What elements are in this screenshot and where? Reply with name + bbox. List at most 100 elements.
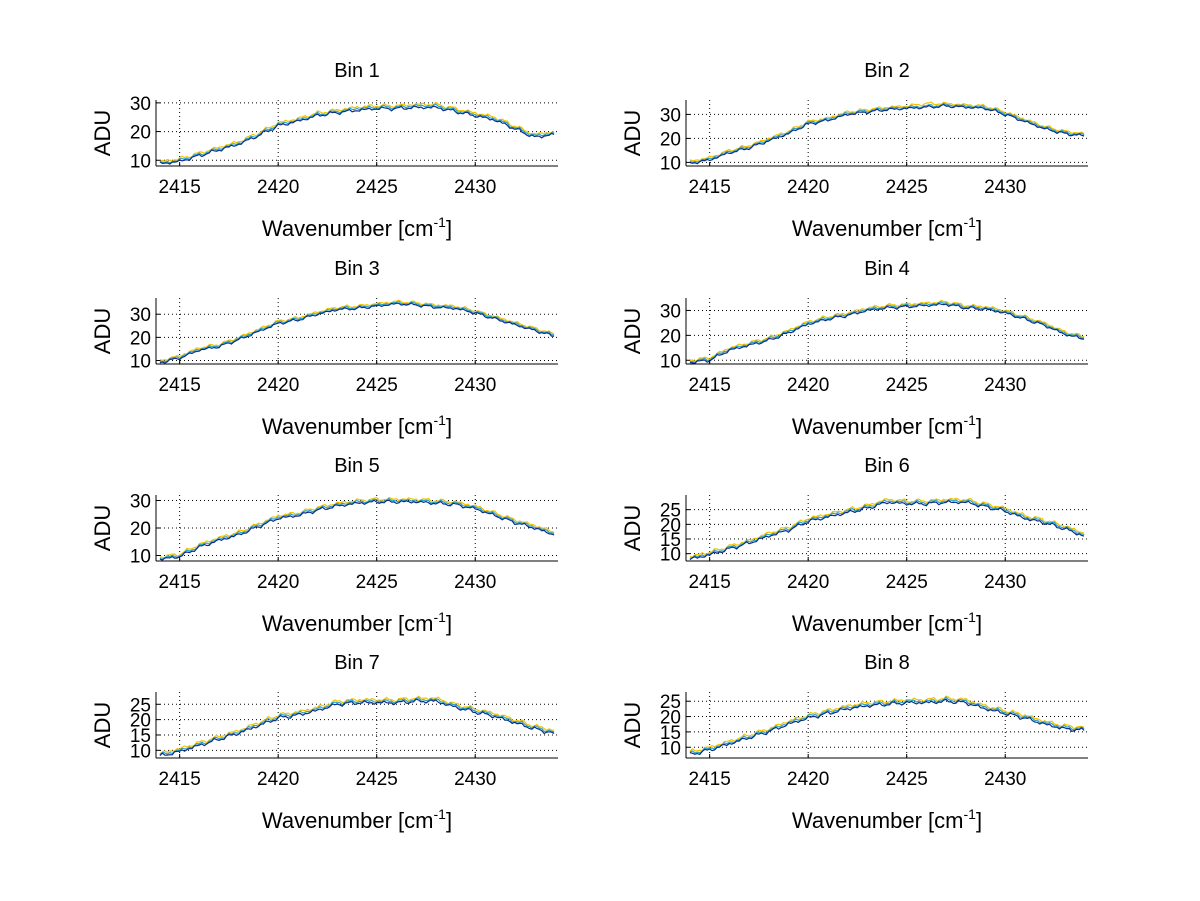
y-tick-label: 20 (130, 519, 151, 540)
y-tick-label: 20 (130, 123, 151, 144)
x-axis-label-superscript: -1 (434, 412, 447, 428)
x-tick-label: 2420 (787, 572, 829, 593)
x-tick-label: 2425 (886, 572, 928, 593)
x-tick-label: 2420 (257, 177, 299, 198)
y-tick-label: 20 (660, 515, 681, 536)
x-axis-label-superscript: -1 (434, 214, 447, 230)
x-tick-label: 2430 (454, 177, 496, 198)
series-line-lower (689, 698, 1085, 756)
series-line-lower (689, 499, 1085, 561)
series-line-upper (689, 101, 1085, 162)
x-axis-label-superscript: -1 (964, 806, 977, 822)
y-tick-label: 15 (660, 723, 681, 744)
x-axis-label-text: Wavenumber [cm (792, 808, 964, 833)
y-tick-label: 15 (660, 530, 681, 551)
series-line-middle (689, 696, 1085, 754)
series-line-upper (689, 299, 1085, 362)
series-line-middle (689, 102, 1085, 163)
y-tick-label: 30 (660, 301, 681, 322)
y-tick-label: 10 (660, 153, 681, 174)
x-tick-label: 2420 (787, 177, 829, 198)
x-tick-label: 2425 (886, 177, 928, 198)
y-axis-label: ADU (620, 308, 645, 354)
x-tick-label: 2415 (159, 769, 201, 790)
x-axis-label-text: Wavenumber [cm (262, 414, 434, 439)
x-tick-label: 2415 (689, 177, 731, 198)
y-tick-label: 10 (660, 545, 681, 566)
series-line-middle (159, 300, 555, 363)
y-axis-label: ADU (620, 702, 645, 748)
series-line-lower (159, 499, 555, 561)
x-tick-label: 2415 (159, 177, 201, 198)
x-tick-label: 2415 (689, 769, 731, 790)
x-tick-label: 2420 (787, 375, 829, 396)
panel-title: Bin 7 (334, 652, 380, 674)
x-axis-label: Wavenumber [cm-1] (792, 609, 982, 636)
x-axis-label: Wavenumber [cm-1] (792, 806, 982, 833)
x-tick-label: 2420 (787, 769, 829, 790)
y-tick-label: 20 (660, 708, 681, 729)
panel-bin-4: Bin 4 2415 2420 2425 2430 10 20 30 Wavenumber [c… (620, 258, 1088, 439)
x-axis-label-superscript: -1 (434, 806, 447, 822)
series-line-upper (159, 299, 555, 361)
x-axis-label-superscript: -1 (434, 609, 447, 625)
x-axis-label-close: ] (446, 808, 452, 833)
series-line-middle (689, 499, 1085, 559)
y-tick-label: 10 (660, 351, 681, 372)
y-axis-label: ADU (90, 505, 115, 551)
y-axis-label: ADU (90, 308, 115, 354)
x-axis-label: Wavenumber [cm-1] (262, 806, 452, 833)
x-axis-label-superscript: -1 (964, 609, 977, 625)
x-axis-label-close: ] (446, 611, 452, 636)
x-axis-label: Wavenumber [cm-1] (262, 412, 452, 439)
x-tick-label: 2430 (984, 769, 1026, 790)
x-tick-label: 2420 (257, 375, 299, 396)
y-tick-label: 20 (130, 711, 151, 732)
x-tick-label: 2415 (689, 572, 731, 593)
x-tick-label: 2430 (984, 375, 1026, 396)
y-tick-label: 10 (130, 352, 151, 373)
x-tick-label: 2420 (257, 769, 299, 790)
panel-title: Bin 5 (334, 455, 380, 477)
y-tick-label: 15 (130, 726, 151, 747)
x-axis-label-close: ] (976, 808, 982, 833)
series-line-lower (689, 103, 1085, 165)
x-tick-label: 2430 (454, 375, 496, 396)
x-tick-label: 2430 (984, 177, 1026, 198)
x-tick-label: 2430 (984, 572, 1026, 593)
x-tick-label: 2425 (886, 375, 928, 396)
y-tick-label: 30 (130, 305, 151, 326)
x-tick-label: 2430 (454, 572, 496, 593)
x-axis-label-text: Wavenumber [cm (262, 611, 434, 636)
panel-title: Bin 2 (864, 60, 910, 82)
x-tick-label: 2425 (356, 177, 398, 198)
series-line-lower (159, 105, 555, 165)
panel-bin-1: Bin 1 2415 2420 2425 2430 10 20 30 Wavenumber [c… (90, 60, 558, 241)
x-tick-label: 2420 (257, 572, 299, 593)
x-axis-label-text: Wavenumber [cm (792, 216, 964, 241)
series-line-middle (159, 103, 555, 164)
x-tick-label: 2425 (356, 375, 398, 396)
panel-bin-2: Bin 2 2415 2420 2425 2430 10 20 30 Wavenumber [c… (620, 60, 1088, 241)
panel-title: Bin 3 (334, 258, 380, 280)
x-axis-label-close: ] (446, 414, 452, 439)
x-tick-label: 2425 (356, 769, 398, 790)
series-line-lower (159, 302, 555, 364)
y-axis-label: ADU (620, 505, 645, 551)
series-line-middle (159, 497, 555, 560)
x-axis-label-superscript: -1 (964, 412, 977, 428)
y-tick-label: 30 (130, 94, 151, 115)
x-axis-label-superscript: -1 (964, 214, 977, 230)
x-axis-label-text: Wavenumber [cm (792, 414, 964, 439)
x-tick-label: 2425 (356, 572, 398, 593)
x-axis-label-text: Wavenumber [cm (792, 611, 964, 636)
y-axis-label: ADU (620, 110, 645, 156)
series-line-upper (159, 496, 555, 559)
y-tick-label: 25 (130, 695, 151, 716)
y-axis-label: ADU (90, 702, 115, 748)
series-line-middle (689, 301, 1085, 364)
